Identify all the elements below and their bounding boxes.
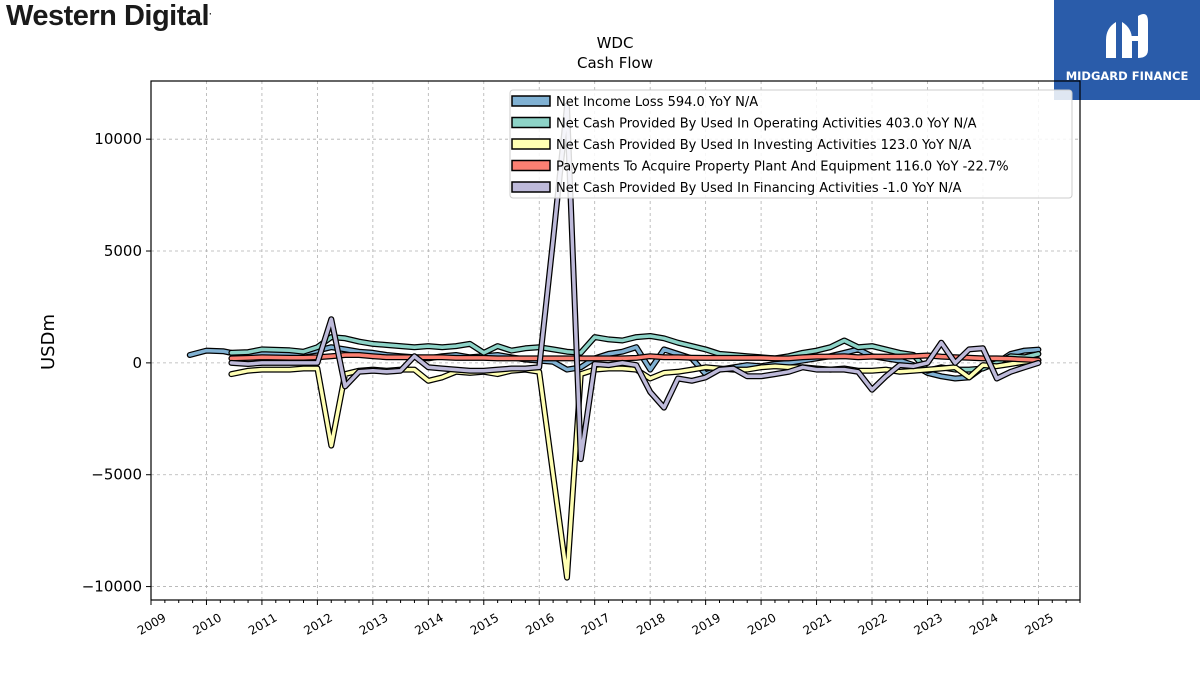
x-tick-label: 2014 <box>412 610 445 637</box>
series-1 <box>186 344 1042 382</box>
y-tick-label: 10000 <box>94 130 142 148</box>
legend-swatch <box>511 95 551 107</box>
x-tick-label: 2009 <box>135 610 168 637</box>
legend-box <box>509 89 1073 199</box>
legend-label: Net Income Loss 594.0 YoY N/A <box>556 95 758 110</box>
y-tick-label: −5000 <box>91 466 142 484</box>
series-5 <box>228 102 1042 463</box>
plot-frame <box>150 80 1081 601</box>
series-line <box>229 103 1041 461</box>
x-tick-label: 2023 <box>912 610 945 637</box>
partner-logo-icon <box>1106 14 1148 58</box>
x-tick-label: 2019 <box>690 610 723 637</box>
x-tick-label: 2011 <box>246 610 279 637</box>
x-tick-label: 2012 <box>301 610 334 637</box>
y-tick-label: 5000 <box>104 242 142 260</box>
legend-swatch <box>511 138 551 150</box>
y-tick-label: 0 <box>132 354 142 372</box>
brand-dot: . <box>209 6 212 17</box>
series-3 <box>228 357 1042 581</box>
series-4 <box>228 352 1042 364</box>
partner-name: MIDGARD FINANCE <box>1065 69 1189 83</box>
x-tick-label: 2024 <box>967 610 1000 637</box>
x-tick-label: 2016 <box>523 610 556 637</box>
series-line <box>229 358 1041 580</box>
brand-logo: Western Digital. <box>6 0 212 33</box>
x-tick-label: 2010 <box>191 610 224 637</box>
chart-subtitle: Cash Flow <box>577 54 653 72</box>
legend-swatch <box>511 159 551 172</box>
chart-title: WDC <box>597 34 634 52</box>
legend-label: Net Cash Provided By Used In Operating A… <box>556 117 977 132</box>
series-lines <box>186 102 1042 581</box>
legend-swatch <box>511 181 551 193</box>
x-tick-label: 2013 <box>357 610 390 637</box>
series-line-outline <box>228 357 1042 581</box>
x-tick-label: 2018 <box>634 610 667 637</box>
legend-label: Net Cash Provided By Used In Financing A… <box>556 181 962 196</box>
x-tick-label: 2015 <box>468 610 501 637</box>
legend-swatch <box>511 116 551 129</box>
legend-label: Net Cash Provided By Used In Investing A… <box>556 138 971 153</box>
series-line <box>188 345 1041 381</box>
x-tick-label: 2020 <box>745 610 778 637</box>
series-line <box>229 353 1041 363</box>
y-axis-label: USDm <box>38 314 59 370</box>
legend-label: Payments To Acquire Property Plant And E… <box>556 160 1009 175</box>
x-tick-label: 2022 <box>856 610 889 637</box>
brand-name: Western Digital <box>6 0 210 32</box>
x-tick-label: 2021 <box>801 610 834 637</box>
partner-badge: MIDGARD FINANCE <box>1054 0 1200 100</box>
y-tick-label: −10000 <box>82 578 142 596</box>
legend: Net Income Loss 594.0 YoY N/A Net Cash Pr… <box>509 89 1073 199</box>
x-tick-label: 2025 <box>1022 610 1055 637</box>
x-tick-label: 2017 <box>579 610 612 637</box>
